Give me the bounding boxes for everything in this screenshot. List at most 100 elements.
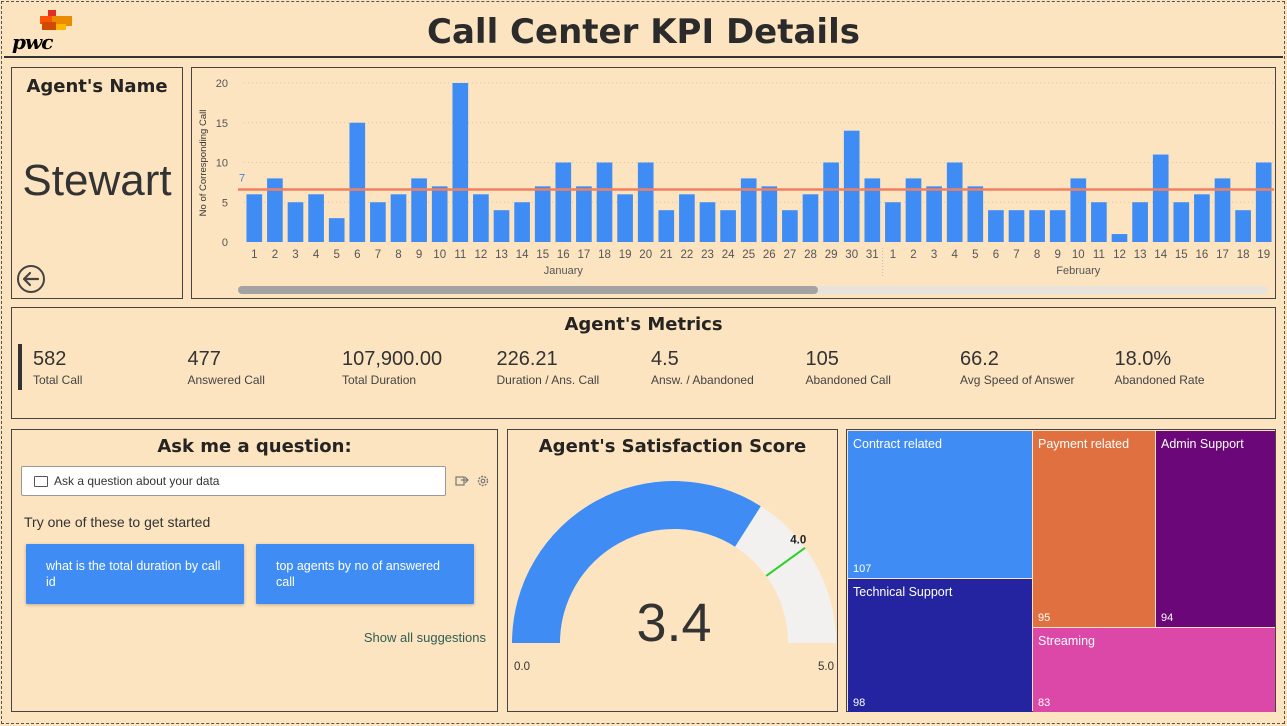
- bar[interactable]: [885, 202, 901, 242]
- x-tick-label: 24: [722, 249, 735, 261]
- treemap-tile-admin[interactable]: Admin Support 94: [1156, 431, 1275, 627]
- bar[interactable]: [534, 186, 551, 242]
- bar[interactable]: [390, 194, 407, 242]
- qa-convert-icon[interactable]: [455, 474, 469, 488]
- bar[interactable]: [823, 162, 839, 243]
- x-tick-label: 14: [1154, 249, 1167, 261]
- bar[interactable]: [864, 178, 881, 242]
- bar[interactable]: [905, 178, 922, 242]
- bar[interactable]: [1132, 202, 1148, 242]
- qa-placeholder: Ask a question about your data: [54, 474, 220, 488]
- bar[interactable]: [1235, 210, 1251, 242]
- scrollbar-thumb[interactable]: [238, 286, 818, 294]
- treemap-tile-technical[interactable]: Technical Support 98: [848, 579, 1032, 712]
- bar[interactable]: [596, 162, 613, 243]
- gauge-target-line: [765, 546, 806, 577]
- metric-label: Answered Call: [187, 373, 265, 387]
- category-treemap[interactable]: Contract related 107 Technical Support 9…: [846, 429, 1276, 712]
- x-tick-label: 13: [1134, 249, 1147, 261]
- metric-value: 18.0%: [1114, 348, 1172, 370]
- bar[interactable]: [246, 194, 263, 242]
- bar[interactable]: [1008, 210, 1025, 242]
- x-tick-label: 8: [1034, 249, 1040, 261]
- bar[interactable]: [740, 178, 757, 242]
- metric-value: 477: [187, 348, 221, 370]
- bar[interactable]: [1070, 178, 1087, 242]
- bar[interactable]: [1173, 202, 1190, 242]
- metric-card: 4.5 Answ. / Abandoned: [651, 348, 754, 387]
- bar[interactable]: [658, 210, 675, 242]
- bar[interactable]: [761, 186, 778, 242]
- bar[interactable]: [926, 186, 942, 242]
- bar[interactable]: [287, 202, 304, 242]
- bar[interactable]: [308, 194, 324, 242]
- x-tick-label: 11: [454, 249, 466, 261]
- treemap-tile-streaming[interactable]: Streaming 83: [1033, 628, 1275, 712]
- gauge-title: Agent's Satisfaction Score: [538, 436, 807, 457]
- bar[interactable]: [1049, 210, 1066, 242]
- y-tick-label: 15: [216, 118, 228, 130]
- chat-bubble-icon: [34, 476, 48, 487]
- metric-value: 226.21: [496, 348, 558, 370]
- bar[interactable]: [946, 162, 963, 243]
- bar[interactable]: [555, 162, 572, 243]
- qa-search-input[interactable]: Ask a question about your data: [21, 466, 446, 496]
- bar[interactable]: [1111, 234, 1128, 242]
- bar[interactable]: [452, 83, 469, 242]
- bar[interactable]: [473, 194, 489, 242]
- bar[interactable]: [637, 162, 654, 243]
- suggestion-button-2[interactable]: top agents by no of answered call: [256, 544, 474, 604]
- bar[interactable]: [843, 130, 860, 242]
- metric-card: 107,900.00 Total Duration: [342, 348, 442, 387]
- bar[interactable]: [988, 210, 1004, 242]
- bar[interactable]: [1214, 178, 1231, 242]
- tile-label: Contract related: [853, 437, 942, 451]
- tile-value: 94: [1161, 612, 1174, 624]
- x-tick-label: 1: [890, 249, 896, 261]
- bar[interactable]: [782, 210, 798, 242]
- bar[interactable]: [802, 194, 819, 242]
- gear-icon[interactable]: [476, 474, 490, 488]
- bar[interactable]: [431, 186, 448, 242]
- back-arrow-icon[interactable]: [16, 264, 46, 294]
- x-group-label: January: [544, 265, 584, 277]
- bar[interactable]: [1255, 162, 1272, 243]
- tile-value: 95: [1038, 612, 1051, 624]
- bar[interactable]: [514, 202, 530, 242]
- x-tick-label: 7: [1013, 249, 1019, 261]
- calls-bar-chart[interactable]: 0 5 10 15 20 No of Corresponding Call 1 2 3 4 5 6 7 8…: [191, 67, 1276, 299]
- show-all-suggestions-link[interactable]: Show all suggestions: [363, 630, 486, 645]
- bar[interactable]: [699, 202, 716, 242]
- pwc-logo-text: pwc: [12, 30, 53, 54]
- bar[interactable]: [493, 210, 510, 242]
- gauge-fill: [512, 481, 761, 643]
- metric-card: 66.2 Avg Speed of Answer: [960, 348, 1075, 387]
- treemap-tile-contract[interactable]: Contract related 107: [848, 431, 1032, 578]
- bar[interactable]: [679, 194, 695, 242]
- agent-name-card[interactable]: Agent's Name Stewart: [11, 67, 183, 299]
- metric-value: 4.5: [651, 348, 679, 370]
- bar[interactable]: [267, 178, 283, 242]
- bar[interactable]: [370, 202, 386, 242]
- bar[interactable]: [576, 186, 592, 242]
- x-tick-label: 17: [578, 249, 591, 261]
- bar[interactable]: [617, 194, 633, 242]
- metric-card: 105 Abandoned Call: [806, 348, 891, 387]
- x-tick-label: 15: [536, 249, 549, 261]
- tile-value: 107: [853, 563, 872, 575]
- bar[interactable]: [1152, 154, 1169, 242]
- bar[interactable]: [349, 122, 366, 242]
- treemap-tile-payment[interactable]: Payment related 95: [1033, 431, 1155, 627]
- metric-label: Avg Speed of Answer: [960, 373, 1075, 387]
- x-tick-label: 5: [333, 249, 339, 261]
- suggestion-button-1[interactable]: what is the total duration by call id: [26, 544, 244, 604]
- bar[interactable]: [1091, 202, 1107, 242]
- bar[interactable]: [328, 218, 345, 242]
- bar[interactable]: [411, 178, 427, 242]
- satisfaction-gauge[interactable]: Agent's Satisfaction Score 4.0 3.4 0.0 5.0: [507, 429, 838, 712]
- bar[interactable]: [967, 186, 984, 242]
- bar[interactable]: [720, 210, 736, 242]
- bar[interactable]: [1029, 210, 1045, 242]
- bar[interactable]: [1194, 194, 1210, 242]
